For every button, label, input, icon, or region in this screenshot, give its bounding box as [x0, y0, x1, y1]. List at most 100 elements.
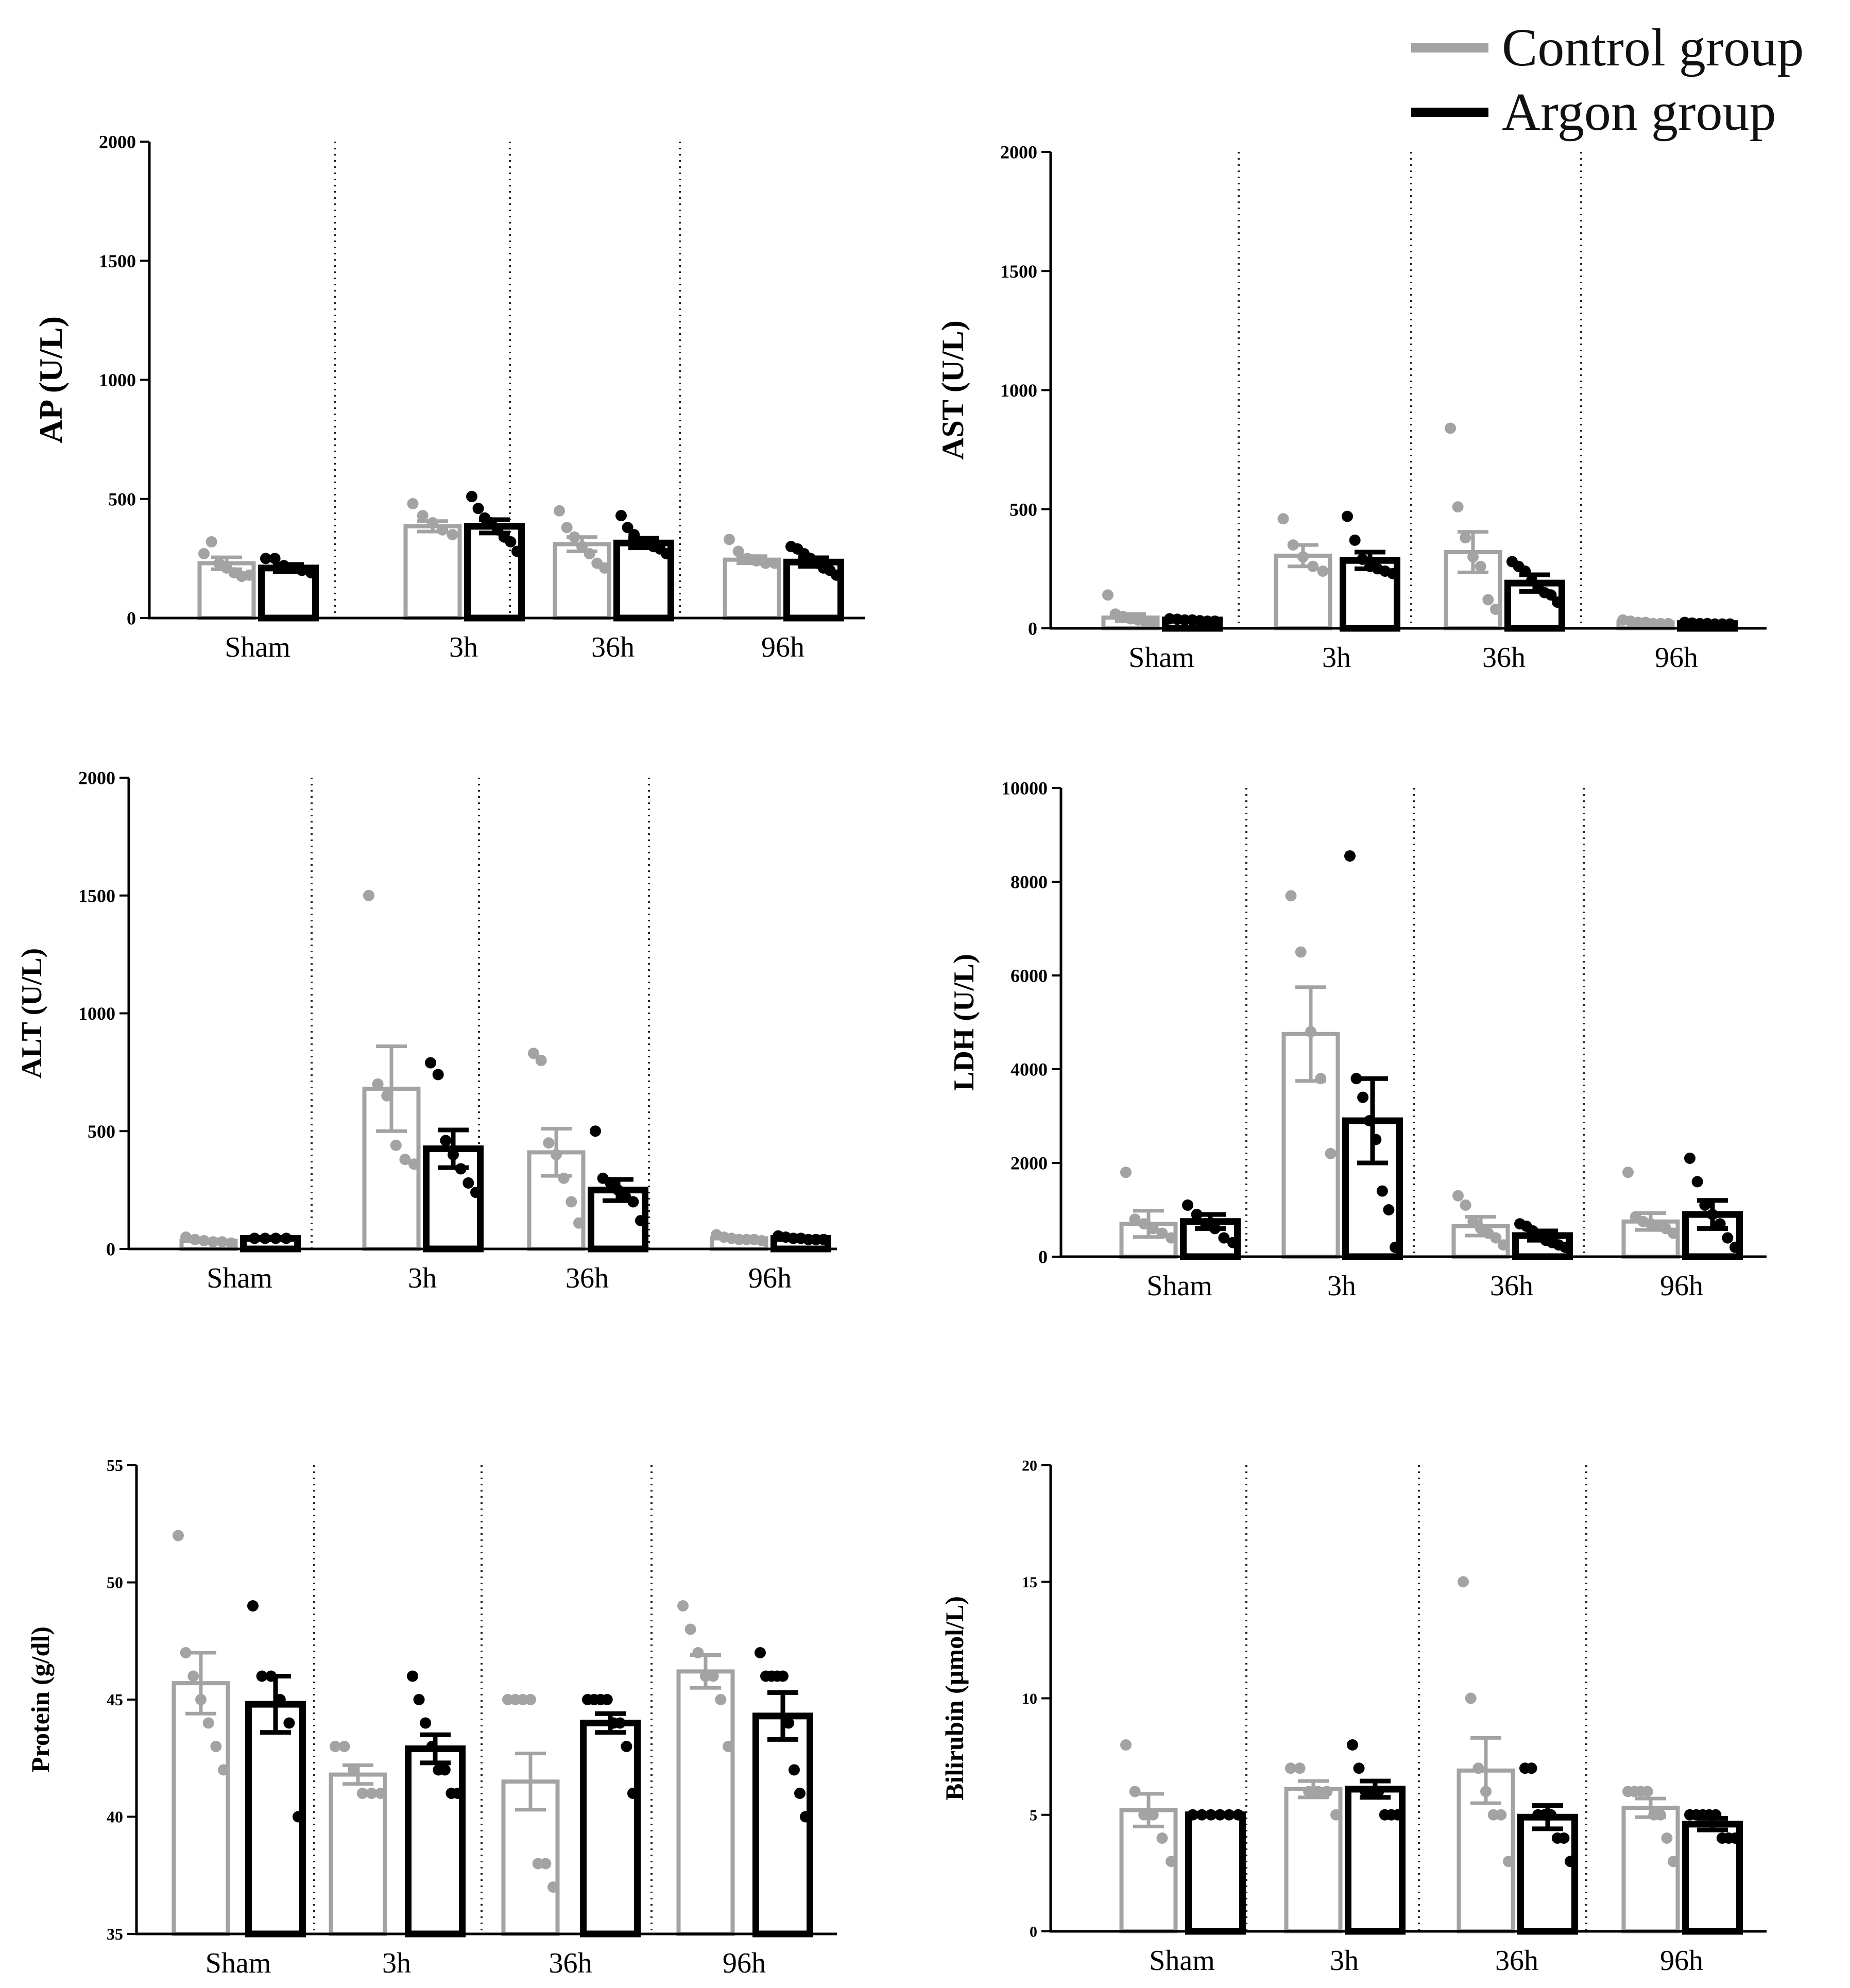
data-point	[1200, 1218, 1212, 1230]
data-point	[189, 1233, 201, 1245]
data-point	[366, 1788, 378, 1799]
bar	[1119, 1808, 1178, 1933]
x-category-label: 36h	[591, 631, 635, 663]
data-point	[760, 557, 772, 569]
data-point	[413, 1694, 425, 1705]
data-point	[218, 1764, 229, 1776]
data-point	[615, 510, 627, 522]
data-point	[363, 889, 374, 901]
data-point	[511, 545, 523, 557]
bar	[553, 542, 611, 620]
data-point	[1156, 1832, 1168, 1844]
data-point	[1209, 1223, 1221, 1235]
chart-panel-4: 0 2000 4000 6000 8000 10000 LDH (U/L) Sham 3h 36h…	[948, 778, 1767, 1302]
data-point	[244, 569, 255, 581]
legend-item-control: Control group	[1411, 15, 1839, 80]
x-category-label: 3h	[1327, 1270, 1356, 1302]
data-point	[205, 536, 217, 547]
data-point	[1729, 1832, 1741, 1844]
data-point	[1503, 1856, 1514, 1867]
data-point	[1147, 1223, 1159, 1235]
data-point	[1166, 1856, 1177, 1867]
x-category-label: 36h	[1490, 1270, 1533, 1302]
chart-panel-3: 0 500 1000 1500 2000 ALT (U/L) Sham 3h 36h 96h	[16, 768, 837, 1294]
data-point	[1285, 890, 1297, 902]
data-point	[1526, 1762, 1537, 1774]
data-point	[1312, 1786, 1324, 1797]
y-axis-label: LDH (U/L)	[948, 954, 980, 1091]
data-point	[381, 1090, 393, 1102]
data-point	[1668, 1227, 1679, 1239]
data-point	[605, 1177, 616, 1189]
data-point	[1120, 1739, 1132, 1751]
data-point	[692, 1647, 704, 1658]
data-point	[198, 1235, 210, 1246]
data-point	[198, 548, 210, 560]
y-tick-label: 1000	[78, 1003, 115, 1024]
data-point	[627, 1788, 639, 1799]
x-category-label: 36h	[1495, 1945, 1538, 1977]
data-point	[1330, 1809, 1342, 1821]
data-point	[1129, 1786, 1141, 1797]
data-point	[777, 1670, 789, 1682]
y-tick-label: 10	[1022, 1690, 1037, 1707]
data-point	[794, 1788, 806, 1799]
x-category-label: 36h	[549, 1947, 592, 1979]
data-point	[755, 1647, 766, 1658]
data-point	[1227, 1237, 1239, 1248]
data-point	[280, 1232, 292, 1244]
y-tick-label: 500	[1009, 499, 1037, 520]
x-category-label: 96h	[1655, 642, 1698, 674]
data-point	[1699, 1199, 1711, 1211]
data-point	[750, 555, 762, 567]
data-point	[1196, 1809, 1208, 1821]
data-point	[195, 1694, 207, 1705]
data-point	[1691, 1176, 1703, 1188]
data-point	[472, 503, 484, 515]
data-point	[1467, 1215, 1479, 1227]
data-point	[1120, 1167, 1132, 1178]
x-category-label: 3h	[449, 631, 478, 663]
data-point	[348, 1764, 359, 1776]
data-point	[769, 557, 780, 569]
data-point	[1218, 1232, 1230, 1244]
x-category-label: 36h	[1482, 642, 1526, 674]
y-tick-label: 1500	[99, 251, 136, 271]
data-point	[1166, 1232, 1177, 1244]
data-point	[452, 1788, 464, 1799]
y-tick-label: 35	[107, 1925, 123, 1943]
data-point	[1277, 513, 1289, 525]
data-point	[437, 524, 449, 536]
data-point	[818, 1233, 829, 1245]
data-point	[528, 1048, 539, 1059]
data-point	[1661, 1832, 1673, 1844]
data-point	[1480, 1786, 1492, 1797]
data-point	[756, 1235, 767, 1246]
x-category-label: 3h	[1330, 1945, 1359, 1977]
data-point	[540, 1858, 552, 1870]
data-point	[1182, 1199, 1193, 1211]
data-point	[249, 1232, 261, 1244]
data-point	[1707, 1209, 1718, 1221]
data-point	[247, 1600, 259, 1612]
y-tick-label: 500	[108, 489, 136, 509]
bar	[1284, 1787, 1343, 1934]
data-point	[356, 1788, 368, 1799]
data-point	[1187, 1809, 1198, 1821]
bar	[405, 1745, 466, 1938]
chart-panel-1: 0 500 1000 1500 2000 AP (U/L) Sham 3h 36h 96h	[32, 132, 865, 663]
data-point	[1357, 1091, 1369, 1103]
bar	[329, 1772, 387, 1936]
y-tick-label: 45	[107, 1690, 123, 1709]
data-point	[1285, 1762, 1296, 1774]
data-point	[1560, 1241, 1571, 1253]
data-point	[265, 1670, 277, 1682]
data-point	[226, 1237, 237, 1249]
data-point	[1482, 594, 1494, 606]
data-point	[561, 522, 573, 534]
bar	[1185, 1811, 1246, 1935]
data-point	[707, 1670, 719, 1682]
data-point	[296, 564, 308, 576]
data-point	[1729, 1241, 1741, 1253]
data-point	[1460, 1199, 1471, 1211]
